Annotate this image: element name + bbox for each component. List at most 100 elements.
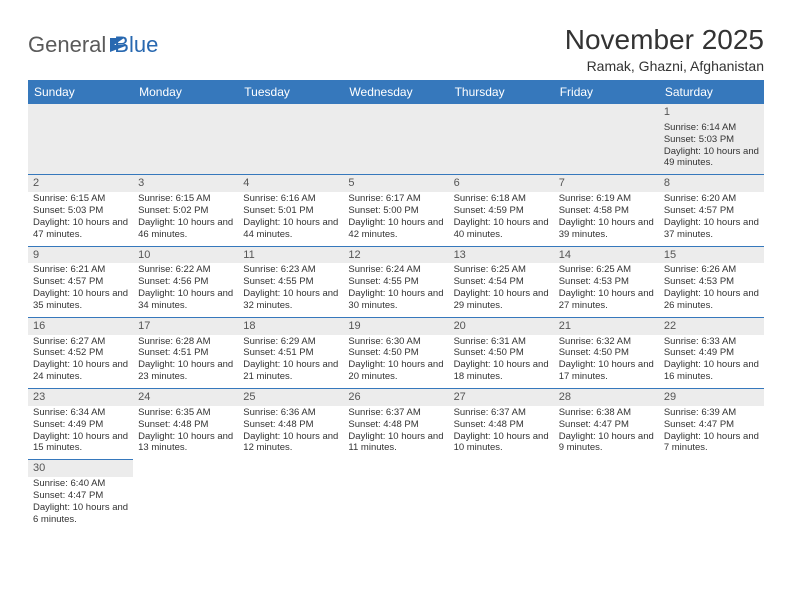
day-info: Sunrise: 6:28 AMSunset: 4:51 PMDaylight:… [138,336,233,384]
calendar-row: 16Sunrise: 6:27 AMSunset: 4:52 PMDayligh… [28,317,764,388]
calendar-cell: 7Sunrise: 6:19 AMSunset: 4:58 PMDaylight… [554,175,659,246]
day-number: 5 [343,175,448,192]
calendar-cell [554,460,659,531]
day-number: 27 [449,389,554,406]
day-number: 22 [659,318,764,335]
calendar-cell: 12Sunrise: 6:24 AMSunset: 4:55 PMDayligh… [343,246,448,317]
calendar-cell: 15Sunrise: 6:26 AMSunset: 4:53 PMDayligh… [659,246,764,317]
day-number: 7 [554,175,659,192]
calendar-cell: 18Sunrise: 6:29 AMSunset: 4:51 PMDayligh… [238,317,343,388]
calendar-cell [343,104,448,175]
day-info: Sunrise: 6:25 AMSunset: 4:53 PMDaylight:… [559,264,654,312]
calendar-cell [343,460,448,531]
calendar-cell: 22Sunrise: 6:33 AMSunset: 4:49 PMDayligh… [659,317,764,388]
day-info: Sunrise: 6:26 AMSunset: 4:53 PMDaylight:… [664,264,759,312]
calendar-cell [659,460,764,531]
day-number: 10 [133,247,238,264]
calendar-cell: 11Sunrise: 6:23 AMSunset: 4:55 PMDayligh… [238,246,343,317]
calendar-cell: 13Sunrise: 6:25 AMSunset: 4:54 PMDayligh… [449,246,554,317]
calendar-cell [449,104,554,175]
calendar-cell: 6Sunrise: 6:18 AMSunset: 4:59 PMDaylight… [449,175,554,246]
weekday-header: Friday [554,80,659,104]
calendar-cell: 25Sunrise: 6:36 AMSunset: 4:48 PMDayligh… [238,389,343,460]
day-info: Sunrise: 6:25 AMSunset: 4:54 PMDaylight:… [454,264,549,312]
day-number: 20 [449,318,554,335]
logo-text-general: General [28,32,106,58]
day-info: Sunrise: 6:32 AMSunset: 4:50 PMDaylight:… [559,336,654,384]
day-number: 17 [133,318,238,335]
day-info: Sunrise: 6:20 AMSunset: 4:57 PMDaylight:… [664,193,759,241]
day-info: Sunrise: 6:36 AMSunset: 4:48 PMDaylight:… [243,407,338,455]
calendar-cell: 17Sunrise: 6:28 AMSunset: 4:51 PMDayligh… [133,317,238,388]
calendar-cell [133,460,238,531]
day-number: 24 [133,389,238,406]
day-number: 16 [28,318,133,335]
day-number: 26 [343,389,448,406]
weekday-header: Monday [133,80,238,104]
day-number: 2 [28,175,133,192]
day-number: 3 [133,175,238,192]
calendar-cell: 26Sunrise: 6:37 AMSunset: 4:48 PMDayligh… [343,389,448,460]
calendar-cell [28,104,133,175]
calendar-row: 9Sunrise: 6:21 AMSunset: 4:57 PMDaylight… [28,246,764,317]
day-info: Sunrise: 6:34 AMSunset: 4:49 PMDaylight:… [33,407,128,455]
calendar-row: 2Sunrise: 6:15 AMSunset: 5:03 PMDaylight… [28,175,764,246]
day-info: Sunrise: 6:24 AMSunset: 4:55 PMDaylight:… [348,264,443,312]
day-info: Sunrise: 6:18 AMSunset: 4:59 PMDaylight:… [454,193,549,241]
day-info: Sunrise: 6:14 AMSunset: 5:03 PMDaylight:… [664,122,759,170]
calendar-cell: 28Sunrise: 6:38 AMSunset: 4:47 PMDayligh… [554,389,659,460]
calendar-row: 23Sunrise: 6:34 AMSunset: 4:49 PMDayligh… [28,389,764,460]
day-number: 12 [343,247,448,264]
day-info: Sunrise: 6:21 AMSunset: 4:57 PMDaylight:… [33,264,128,312]
day-info: Sunrise: 6:27 AMSunset: 4:52 PMDaylight:… [33,336,128,384]
day-number: 28 [554,389,659,406]
weekday-header-row: Sunday Monday Tuesday Wednesday Thursday… [28,80,764,104]
day-number: 23 [28,389,133,406]
calendar-cell [238,104,343,175]
weekday-header: Wednesday [343,80,448,104]
calendar-body: 1Sunrise: 6:14 AMSunset: 5:03 PMDaylight… [28,104,764,531]
weekday-header: Sunday [28,80,133,104]
weekday-header: Saturday [659,80,764,104]
day-number: 9 [28,247,133,264]
calendar-cell [554,104,659,175]
day-number: 14 [554,247,659,264]
month-title: November 2025 [565,24,764,56]
calendar-cell: 29Sunrise: 6:39 AMSunset: 4:47 PMDayligh… [659,389,764,460]
day-info: Sunrise: 6:15 AMSunset: 5:02 PMDaylight:… [138,193,233,241]
day-number: 21 [554,318,659,335]
day-number: 19 [343,318,448,335]
day-info: Sunrise: 6:40 AMSunset: 4:47 PMDaylight:… [33,478,128,526]
day-info: Sunrise: 6:22 AMSunset: 4:56 PMDaylight:… [138,264,233,312]
calendar-cell: 23Sunrise: 6:34 AMSunset: 4:49 PMDayligh… [28,389,133,460]
header-row: General Blue November 2025 Ramak, Ghazni… [28,24,764,74]
calendar-cell: 19Sunrise: 6:30 AMSunset: 4:50 PMDayligh… [343,317,448,388]
day-info: Sunrise: 6:37 AMSunset: 4:48 PMDaylight:… [348,407,443,455]
day-info: Sunrise: 6:17 AMSunset: 5:00 PMDaylight:… [348,193,443,241]
calendar-cell: 10Sunrise: 6:22 AMSunset: 4:56 PMDayligh… [133,246,238,317]
day-number: 13 [449,247,554,264]
day-info: Sunrise: 6:38 AMSunset: 4:47 PMDaylight:… [559,407,654,455]
day-number: 29 [659,389,764,406]
day-info: Sunrise: 6:15 AMSunset: 5:03 PMDaylight:… [33,193,128,241]
calendar-cell: 30Sunrise: 6:40 AMSunset: 4:47 PMDayligh… [28,460,133,531]
day-info: Sunrise: 6:33 AMSunset: 4:49 PMDaylight:… [664,336,759,384]
day-info: Sunrise: 6:31 AMSunset: 4:50 PMDaylight:… [454,336,549,384]
location-label: Ramak, Ghazni, Afghanistan [565,58,764,74]
day-number: 4 [238,175,343,192]
day-number: 11 [238,247,343,264]
calendar-cell: 2Sunrise: 6:15 AMSunset: 5:03 PMDaylight… [28,175,133,246]
calendar-cell: 21Sunrise: 6:32 AMSunset: 4:50 PMDayligh… [554,317,659,388]
day-number: 25 [238,389,343,406]
calendar-cell: 4Sunrise: 6:16 AMSunset: 5:01 PMDaylight… [238,175,343,246]
day-info: Sunrise: 6:19 AMSunset: 4:58 PMDaylight:… [559,193,654,241]
calendar-cell: 1Sunrise: 6:14 AMSunset: 5:03 PMDaylight… [659,104,764,175]
calendar-cell: 8Sunrise: 6:20 AMSunset: 4:57 PMDaylight… [659,175,764,246]
day-info: Sunrise: 6:29 AMSunset: 4:51 PMDaylight:… [243,336,338,384]
day-number: 15 [659,247,764,264]
day-info: Sunrise: 6:30 AMSunset: 4:50 PMDaylight:… [348,336,443,384]
calendar-row: 1Sunrise: 6:14 AMSunset: 5:03 PMDaylight… [28,104,764,175]
logo-text-blue: Blue [114,32,158,58]
calendar-cell [133,104,238,175]
calendar-cell: 14Sunrise: 6:25 AMSunset: 4:53 PMDayligh… [554,246,659,317]
